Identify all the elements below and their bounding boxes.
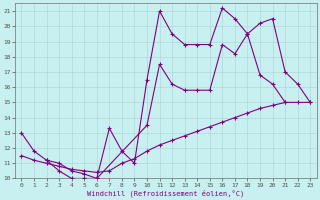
X-axis label: Windchill (Refroidissement éolien,°C): Windchill (Refroidissement éolien,°C): [87, 189, 244, 197]
